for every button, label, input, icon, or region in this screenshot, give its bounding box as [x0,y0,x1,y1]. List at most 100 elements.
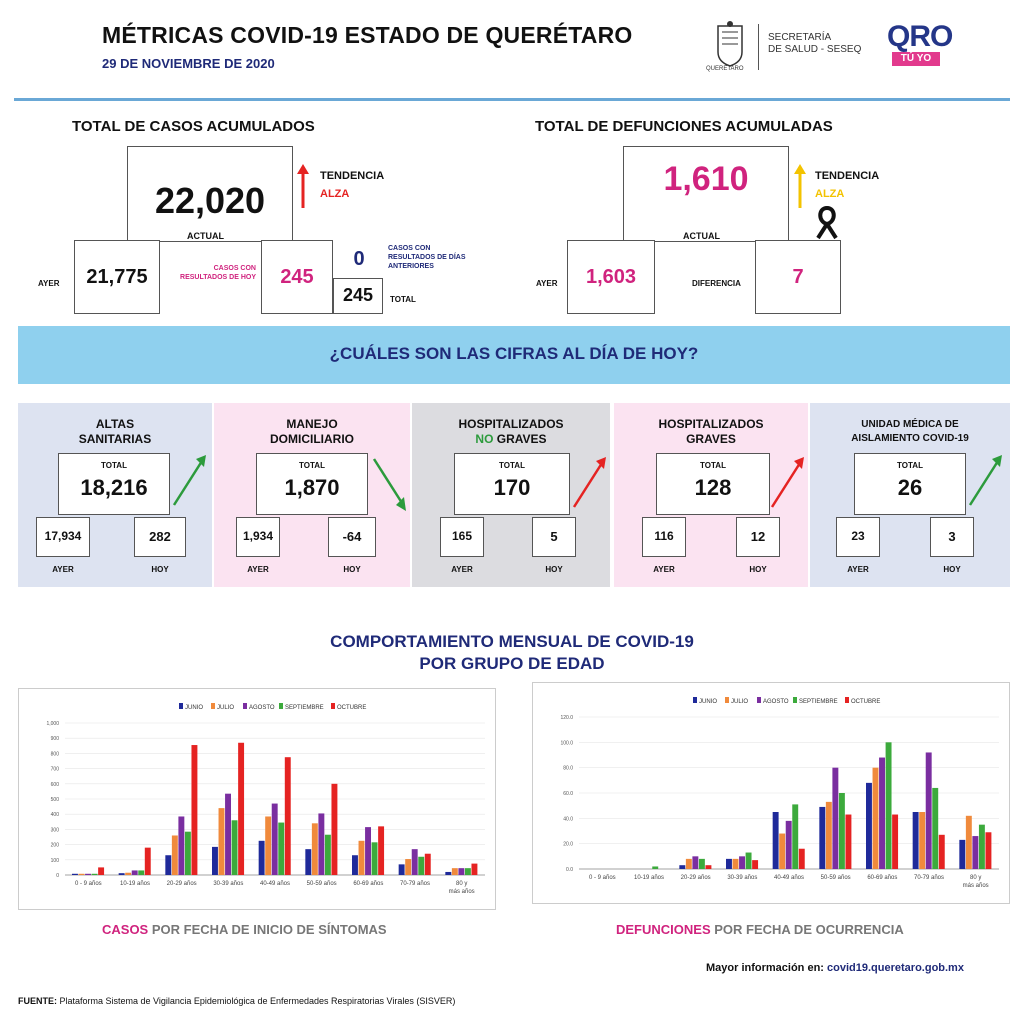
bar [872,767,879,869]
bar [165,855,172,875]
y-tick-label: 1,000 [46,721,59,727]
bar [131,870,138,875]
bar [932,787,939,869]
x-tick-label: 40-49 años [774,875,804,881]
panel-hoy-box [134,517,186,557]
bar [752,860,759,869]
panel-ayer-label: AYER [451,565,473,574]
bar [278,822,285,875]
panel-title-line1: HOSPITALIZADOS [658,417,764,431]
panel-total-box [454,453,570,515]
bar [72,873,78,875]
bar [405,859,412,875]
panel-total-label: TOTAL [897,461,923,470]
bar [779,833,786,869]
casos-actual-value: 22,020 [154,180,266,221]
bar [352,855,358,875]
panel-ayer-box [236,517,280,557]
panel-hoy-label: HOY [943,565,961,574]
panel-total-box [256,453,368,515]
logo-divider [758,24,759,70]
bar [324,834,331,875]
mourning-ribbon-icon [814,204,840,245]
defunciones-trend-arrow-icon [793,164,807,215]
cifras-banner: ¿CUÁLES SON LAS CIFRAS AL DÍA DE HOY? [18,326,1010,384]
more-info-link[interactable]: covid19.queretaro.gob.mx [827,962,964,974]
bar [464,868,471,875]
defunciones-ayer-box [567,240,655,314]
panel-ayer-value: 116 [654,529,674,543]
qro-brand-logo: QRO [887,20,953,53]
panel-hoy-value: 282 [149,529,171,544]
panel-hoy-box [328,517,376,557]
bar [98,867,105,875]
y-tick-label: 0 [56,873,59,879]
x-tick-label: 60-69 años [353,881,383,887]
defunciones-caption-highlight: DEFUNCIONES [616,922,711,937]
bar [458,868,465,875]
casos-chart-caption: CASOS POR FECHA DE INICIO DE SÍNTOMAS [102,922,387,937]
legend-swatch [331,703,335,709]
legend-swatch [243,703,247,709]
y-tick-label: 20.0 [563,842,573,848]
trend-up-arrow-icon [172,455,206,506]
bar [218,808,225,875]
casos-total-value: 245 [342,285,374,305]
panel-total-label: TOTAL [101,461,127,470]
bar [912,812,919,869]
legend-swatch [693,697,697,703]
panel-total-box [58,453,170,515]
y-tick-label: 800 [51,751,60,757]
seal-caption: QUERÉTARO [706,66,744,72]
casos-hoy-caption: CASOS CON RESULTADOS DE HOY [180,265,256,281]
panel-ayer-label: AYER [847,565,869,574]
casos-ayer-box [74,240,160,314]
x-tick-label: 20-29 años [681,875,711,881]
panel-unidad-aislamiento: UNIDAD MÉDICA DE AISLAMIENTO COVID-19 TO… [810,403,1010,587]
panel-hoy-value: -64 [342,529,362,544]
bar [424,853,431,875]
bar [184,831,191,875]
bar [258,840,265,875]
y-tick-label: 100.0 [560,740,573,746]
bar [938,834,945,869]
legend-label: OCTUBRE [337,705,366,711]
panel-ayer-label: AYER [653,565,675,574]
bar [679,865,686,869]
bar [879,757,885,869]
bar [726,858,732,869]
casos-actual-box [127,146,293,242]
panel-title-line1: UNIDAD MÉDICA DE [861,419,959,430]
casos-chart-frame: JUNIO JULIO AGOSTO SEPTIEMBRE OCTUBRE 0 100 200… [18,688,496,910]
bar [371,842,378,875]
bar [144,847,151,875]
bar [171,835,178,875]
x-tick-label: 80 y [456,881,467,887]
x-tick-label: más años [449,889,475,895]
bar [732,858,739,869]
bar [225,793,231,875]
legend-swatch [845,697,849,703]
legend-label: OCTUBRE [851,699,880,705]
page-date: 29 DE NOVIEMBRE DE 2020 [102,56,275,71]
bar [365,827,371,875]
bar [191,745,198,875]
x-tick-label: 70-79 años [914,875,944,881]
bar [838,793,845,869]
y-tick-label: 80.0 [563,766,573,772]
legend-label: JULIO [217,705,234,711]
trend-up-arrow-icon [572,457,606,508]
bar [331,783,338,875]
bar [792,804,799,869]
panel-title-line1: MANEJO [286,417,338,431]
trend-up-arrow-icon [968,455,1002,506]
x-tick-label: 50-59 años [821,875,851,881]
bar [919,812,926,869]
y-tick-label: 400 [51,812,60,818]
charts-title-line1: COMPORTAMIENTO MENSUAL DE COVID-19 [330,632,694,651]
defunciones-actual-value: 1,610 [663,160,749,198]
defunciones-section-title: TOTAL DE DEFUNCIONES ACUMULADAS [535,118,833,135]
panel-total-value: 18,216 [80,475,148,500]
defunciones-ayer-label: AYER [536,279,558,288]
bar [885,742,892,869]
